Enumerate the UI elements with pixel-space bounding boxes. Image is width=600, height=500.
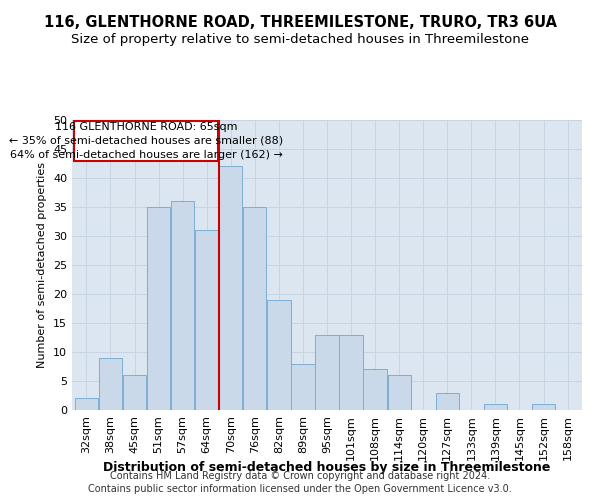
Text: Distribution of semi-detached houses by size in Threemilestone: Distribution of semi-detached houses by …: [103, 461, 551, 474]
Bar: [195, 230, 218, 410]
Bar: [291, 364, 314, 410]
Text: Contains HM Land Registry data © Crown copyright and database right 2024.
Contai: Contains HM Land Registry data © Crown c…: [88, 471, 512, 494]
Y-axis label: Number of semi-detached properties: Number of semi-detached properties: [37, 162, 47, 368]
Bar: [243, 207, 266, 410]
Bar: [147, 207, 170, 410]
Bar: [75, 398, 98, 410]
Bar: [99, 358, 122, 410]
Bar: [388, 375, 411, 410]
Text: 116, GLENTHORNE ROAD, THREEMILESTONE, TRURO, TR3 6UA: 116, GLENTHORNE ROAD, THREEMILESTONE, TR…: [44, 15, 557, 30]
Bar: [219, 166, 242, 410]
Bar: [267, 300, 290, 410]
Bar: [123, 375, 146, 410]
Bar: [364, 370, 387, 410]
Bar: [340, 334, 363, 410]
Text: Size of property relative to semi-detached houses in Threemilestone: Size of property relative to semi-detach…: [71, 32, 529, 46]
Bar: [532, 404, 555, 410]
FancyBboxPatch shape: [74, 121, 218, 160]
Bar: [436, 392, 459, 410]
Bar: [171, 201, 194, 410]
Text: 116 GLENTHORNE ROAD: 65sqm
← 35% of semi-detached houses are smaller (88)
64% of: 116 GLENTHORNE ROAD: 65sqm ← 35% of semi…: [9, 122, 283, 160]
Bar: [316, 334, 338, 410]
Bar: [484, 404, 507, 410]
